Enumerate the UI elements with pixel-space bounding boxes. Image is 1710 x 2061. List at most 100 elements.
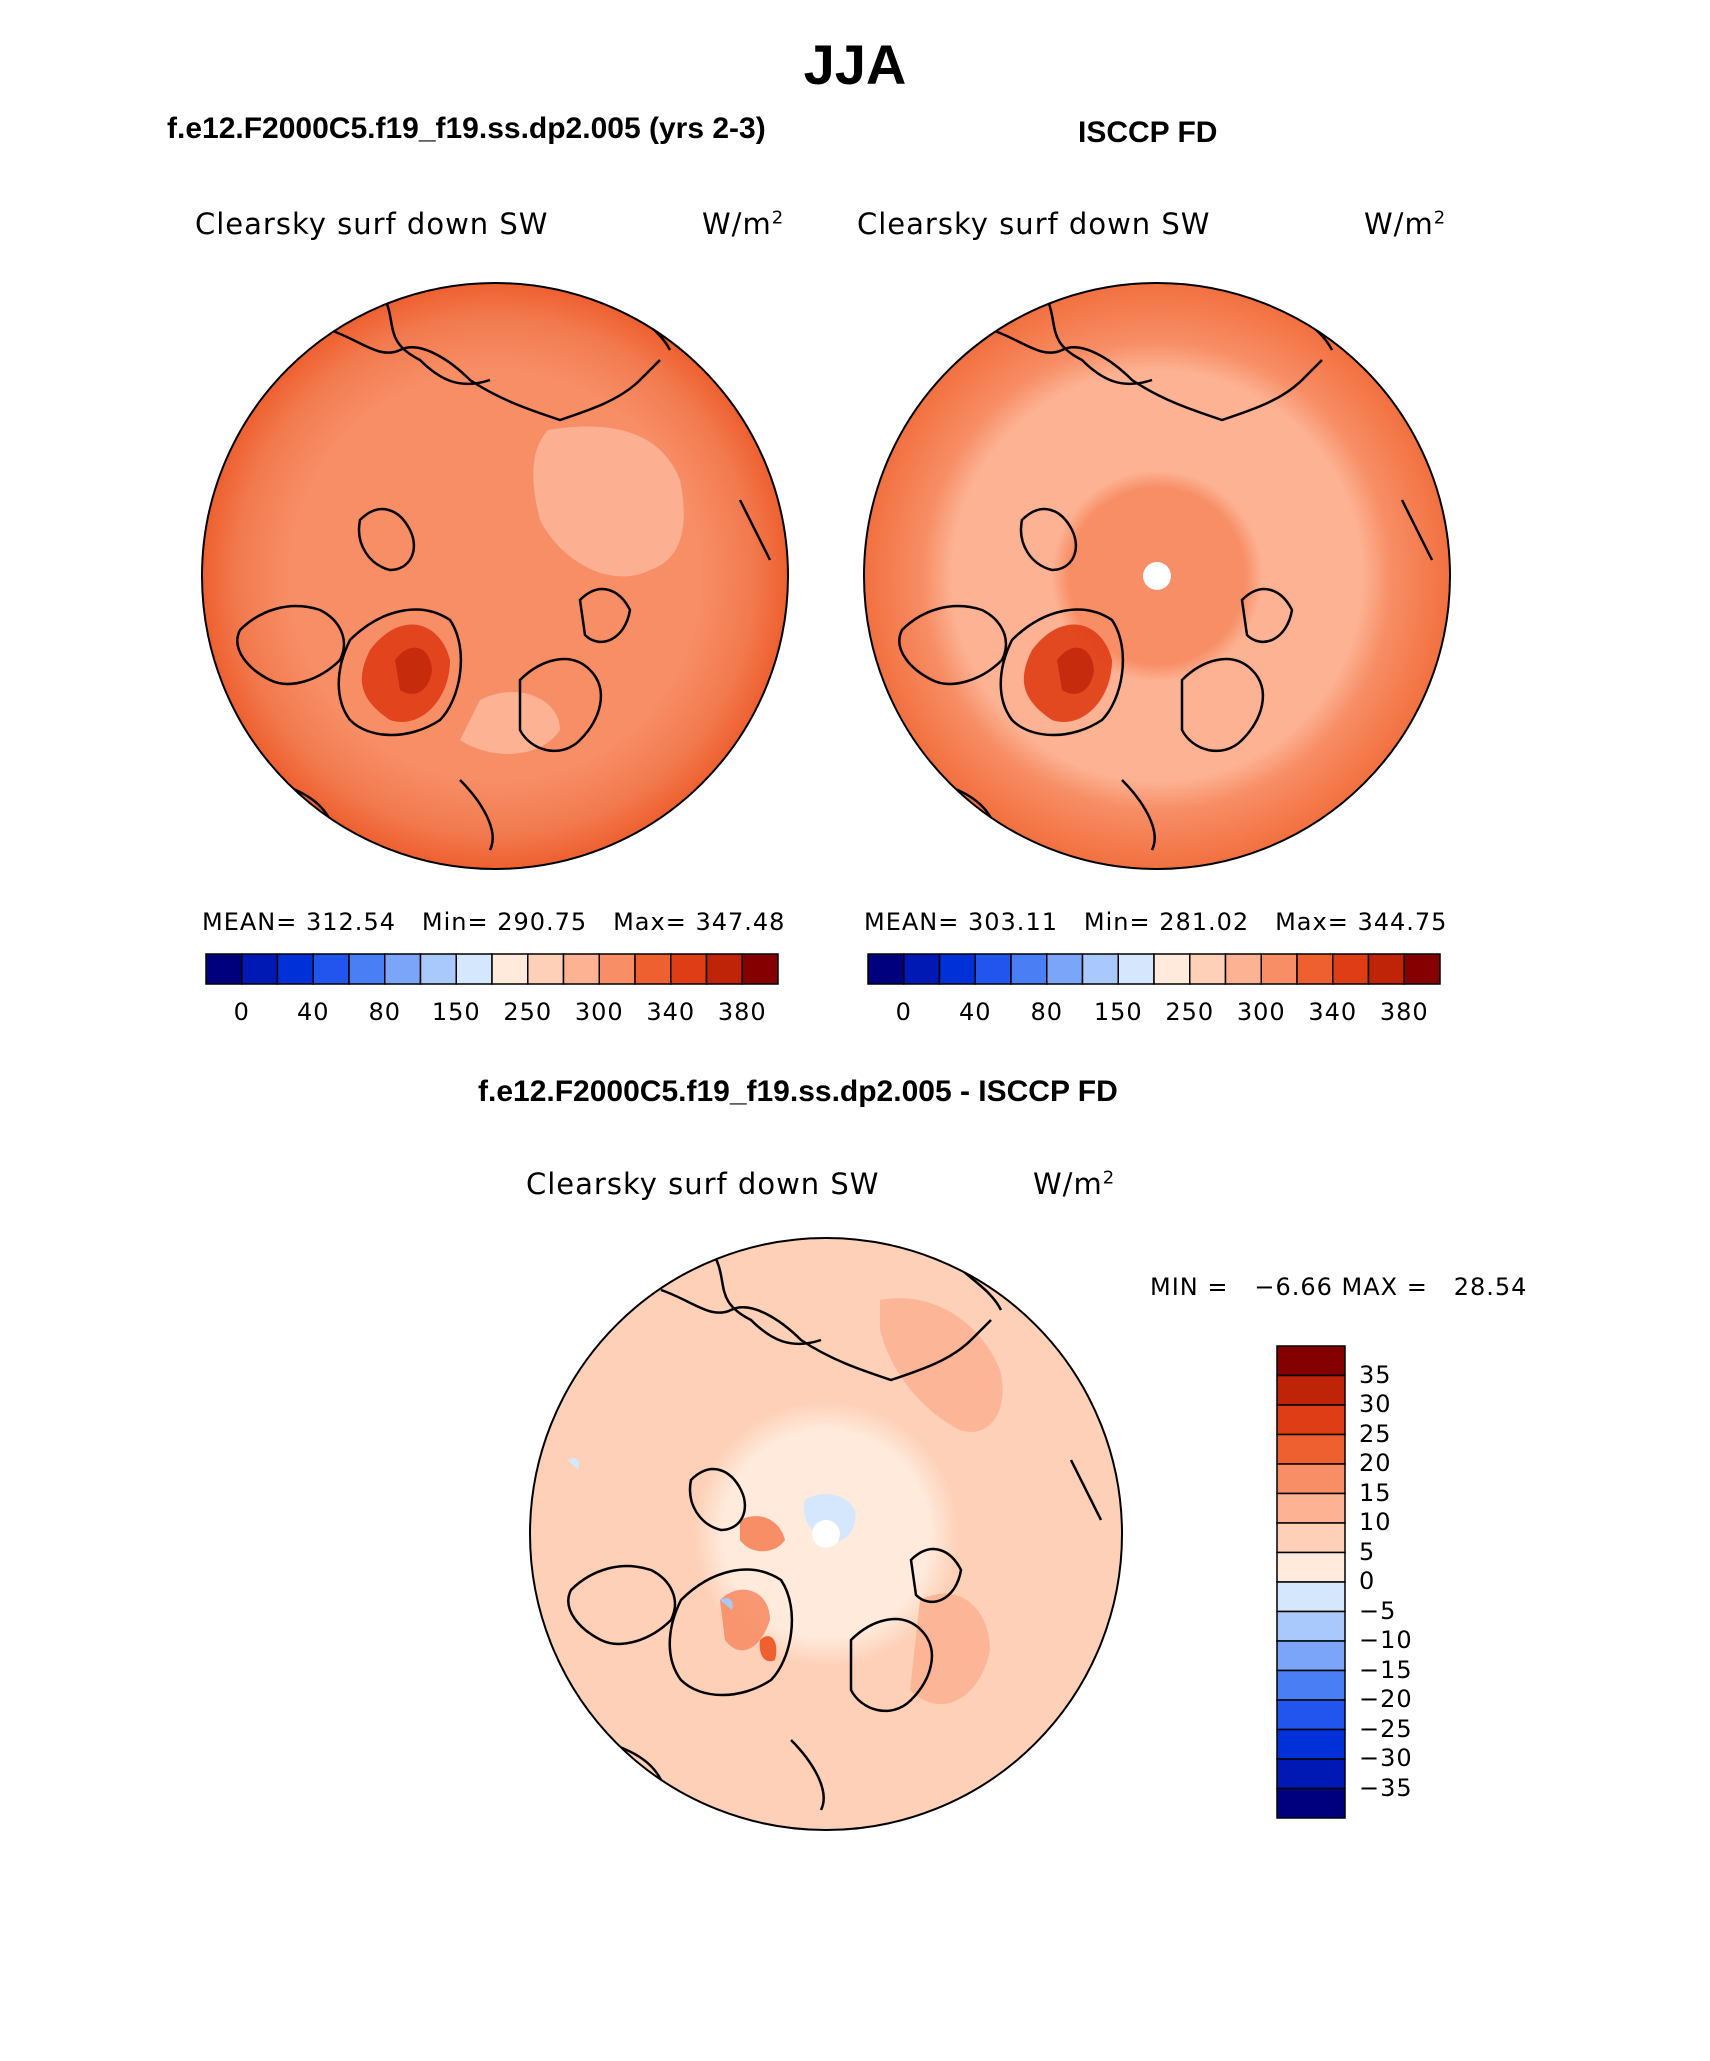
colorbar-2-tick-label: 0 <box>895 998 912 1026</box>
colorbar-2-tick-label: 80 <box>1030 998 1064 1026</box>
map-obs <box>864 283 1450 869</box>
colorbar-2-box <box>1153 953 1191 985</box>
colorbar-difference <box>1276 1345 1346 1819</box>
colorbar-2-tick-label: 150 <box>1093 998 1143 1026</box>
map-1-border <box>201 282 789 870</box>
map-model <box>202 283 788 869</box>
colorbar-2-box <box>1189 953 1227 985</box>
colorbar-3-tick-label: −15 <box>1359 1655 1413 1684</box>
colorbar-1-box <box>384 953 422 985</box>
map-2-border <box>863 282 1451 870</box>
colorbar-1-box <box>419 953 457 985</box>
panel-2-stats: MEAN= 303.11 Min= 281.02 Max= 344.75 <box>864 908 1448 936</box>
colorbar-3-tick-label: 30 <box>1359 1390 1392 1418</box>
colorbar-2-box <box>903 953 941 985</box>
colorbar-3-box <box>1276 1640 1346 1672</box>
colorbar-2-box <box>1260 953 1298 985</box>
colorbar-1-tick-label: 0 <box>233 998 250 1026</box>
coastlines-2 <box>898 289 1434 851</box>
colorbar-1-box <box>705 953 743 985</box>
panel-1-subtitle: f.e12.F2000C5.f19_f19.ss.dp2.005 (yrs 2-… <box>167 112 766 145</box>
colorbar-1-tick-label: 40 <box>296 998 330 1026</box>
colorbar-1-box <box>634 953 672 985</box>
colorbar-1-box <box>741 953 779 985</box>
colorbar-1-box <box>491 953 529 985</box>
colorbar-2-box <box>1010 953 1048 985</box>
colorbar-1-tick-label: 380 <box>717 998 767 1026</box>
colorbar-3-box <box>1276 1669 1346 1701</box>
colorbar-2-box <box>1224 953 1262 985</box>
figure-title: JJA <box>803 33 907 96</box>
colorbar-2-box <box>1296 953 1334 985</box>
colorbar-1-box <box>598 953 636 985</box>
colorbar-2-tick-label: 250 <box>1165 998 1215 1026</box>
colorbar-2-box <box>1046 953 1084 985</box>
colorbar-2-tick-label: 380 <box>1379 998 1429 1026</box>
colorbar-2-box <box>1367 953 1405 985</box>
colorbar-1-box <box>276 953 314 985</box>
colorbar-1-box <box>670 953 708 985</box>
colorbar-3-tick-label: −20 <box>1359 1685 1413 1713</box>
colorbar-2-box <box>938 953 976 985</box>
panel-1-variable: Clearsky surf down SW <box>195 207 549 241</box>
colorbar-3-box <box>1276 1581 1346 1613</box>
colorbar-3-box <box>1276 1522 1346 1554</box>
map-difference <box>530 1238 1122 1830</box>
colorbar-1-tick-label: 300 <box>574 998 624 1026</box>
diff-subtitle: f.e12.F2000C5.f19_f19.ss.dp2.005 - ISCCP… <box>478 1075 1118 1108</box>
diff-units: W/m2 <box>1033 1167 1116 1201</box>
colorbar-1-box <box>312 953 350 985</box>
colorbar-3-box <box>1276 1610 1346 1642</box>
panel-2-variable: Clearsky surf down SW <box>857 207 1211 241</box>
colorbar-3-tick-label: 20 <box>1359 1449 1392 1477</box>
colorbar-3-box <box>1276 1758 1346 1790</box>
colorbar-3-tick-label: −35 <box>1359 1773 1413 1802</box>
colorbar-obs <box>867 953 1441 985</box>
colorbar-3-tick-label: 5 <box>1359 1537 1376 1566</box>
colorbar-2-box <box>1081 953 1119 985</box>
colorbar-3-box <box>1276 1551 1346 1583</box>
colorbar-3-tick-label: −5 <box>1359 1596 1397 1625</box>
colorbar-3-box <box>1276 1463 1346 1495</box>
colorbar-3-box <box>1276 1728 1346 1760</box>
panel-1-stats: MEAN= 312.54 Min= 290.75 Max= 347.48 <box>202 908 786 936</box>
colorbar-3-tick-label: 25 <box>1359 1419 1392 1448</box>
colorbar-3-box <box>1276 1492 1346 1524</box>
panel-2-units: W/m2 <box>1364 207 1447 241</box>
colorbar-3-tick-label: 0 <box>1359 1567 1376 1595</box>
colorbar-2-box <box>1332 953 1370 985</box>
colorbar-2-box <box>867 953 905 985</box>
colorbar-1-tick-label: 150 <box>431 998 481 1026</box>
colorbar-2-tick-label: 300 <box>1236 998 1286 1026</box>
colorbar-3-tick-label: −30 <box>1359 1744 1413 1772</box>
colorbar-3-box <box>1276 1345 1346 1377</box>
colorbar-1-box <box>205 953 243 985</box>
diff-variable: Clearsky surf down SW <box>526 1167 880 1201</box>
map-3-border <box>529 1237 1123 1831</box>
colorbar-3-box <box>1276 1404 1346 1436</box>
colorbar-3-box <box>1276 1374 1346 1406</box>
colorbar-2-box <box>1403 953 1441 985</box>
colorbar-1-tick-label: 250 <box>503 998 553 1026</box>
colorbar-3-box <box>1276 1787 1346 1819</box>
panel-1-units: W/m2 <box>702 207 785 241</box>
colorbar-2-tick-label: 40 <box>958 998 992 1026</box>
colorbar-1-box <box>348 953 386 985</box>
colorbar-1-tick-label: 340 <box>646 998 696 1026</box>
colorbar-model <box>205 953 779 985</box>
colorbar-2-tick-label: 340 <box>1308 998 1358 1026</box>
colorbar-2-box <box>974 953 1012 985</box>
colorbar-1-tick-label: 80 <box>368 998 402 1026</box>
colorbar-2-box <box>1117 953 1155 985</box>
colorbar-3-tick-label: 35 <box>1359 1360 1392 1389</box>
diff-minmax: MIN = −6.66 MAX = 28.54 <box>1150 1273 1528 1301</box>
colorbar-3-tick-label: −25 <box>1359 1714 1413 1743</box>
colorbar-1-box <box>455 953 493 985</box>
colorbar-3-tick-label: 15 <box>1359 1478 1392 1507</box>
colorbar-3-box <box>1276 1433 1346 1465</box>
colorbar-3-tick-label: −10 <box>1359 1626 1413 1654</box>
panel-2-subtitle: ISCCP FD <box>1078 116 1218 149</box>
colorbar-1-box <box>562 953 600 985</box>
colorbar-1-box <box>527 953 565 985</box>
